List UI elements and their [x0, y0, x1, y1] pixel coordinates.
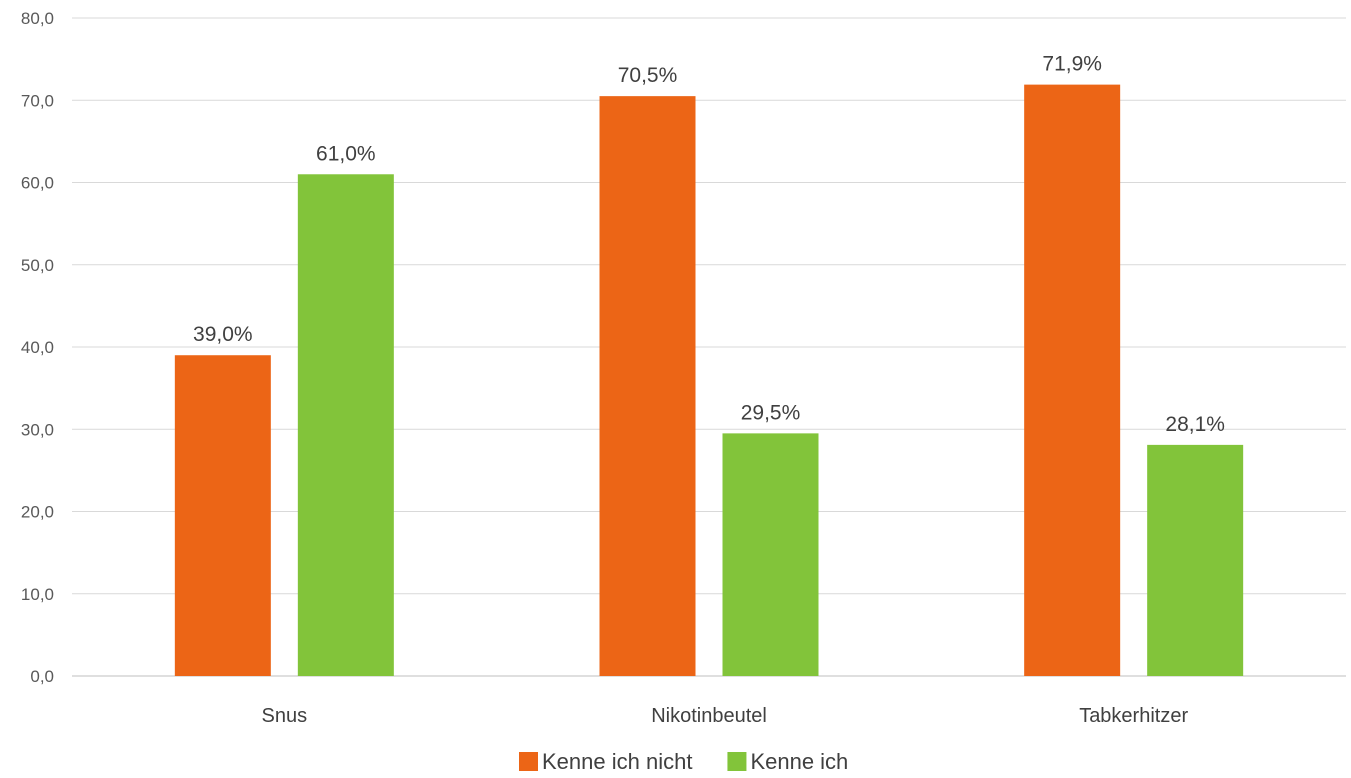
y-tick-label: 60,0	[21, 174, 54, 193]
legend-swatch	[727, 752, 747, 771]
legend-label: Kenne ich	[750, 749, 848, 774]
y-tick-label: 20,0	[21, 503, 54, 522]
y-tick-label: 10,0	[21, 585, 54, 604]
x-axis-labels: Snus Nikotinbeutel Tabkerhitzer	[262, 705, 1189, 727]
gridlines	[72, 17, 1346, 677]
y-tick-label: 70,0	[21, 91, 54, 110]
y-tick-label: 50,0	[21, 256, 54, 275]
bars	[174, 84, 1244, 676]
data-label: 28,1%	[1165, 413, 1225, 436]
bar-kenne-ich-tabkerhitzer	[1147, 444, 1244, 676]
x-tick-label: Tabkerhitzer	[1079, 705, 1188, 727]
legend: Kenne ich nicht Kenne ich	[519, 749, 848, 774]
data-label: 70,5%	[618, 64, 678, 87]
bar-kenne-ich-nicht-tabkerhitzer	[1024, 84, 1121, 676]
y-axis-ticks: 0,0 10,0 20,0 30,0 40,0 50,0 60,0 70,0 80,0	[21, 9, 54, 686]
data-label: 39,0%	[193, 323, 253, 346]
bar-kenne-ich-nicht-nikotinbeutel	[599, 96, 696, 676]
data-labels: 39,0% 61,0% 70,5% 29,5% 71,9% 28,1%	[193, 53, 1225, 436]
legend-swatch	[519, 752, 538, 771]
x-tick-label: Nikotinbeutel	[651, 705, 767, 727]
data-label: 61,0%	[316, 142, 376, 165]
y-tick-label: 30,0	[21, 420, 54, 439]
y-tick-label: 80,0	[21, 9, 54, 28]
bar-kenne-ich-snus	[297, 174, 394, 676]
y-tick-label: 0,0	[30, 667, 54, 686]
data-label: 71,9%	[1042, 53, 1102, 76]
data-label: 29,5%	[741, 401, 801, 424]
bar-kenne-ich-nikotinbeutel	[722, 433, 819, 676]
y-tick-label: 40,0	[21, 338, 54, 357]
bar-kenne-ich-nicht-snus	[174, 355, 271, 676]
x-tick-label: Snus	[262, 705, 308, 727]
legend-label: Kenne ich nicht	[542, 749, 692, 774]
